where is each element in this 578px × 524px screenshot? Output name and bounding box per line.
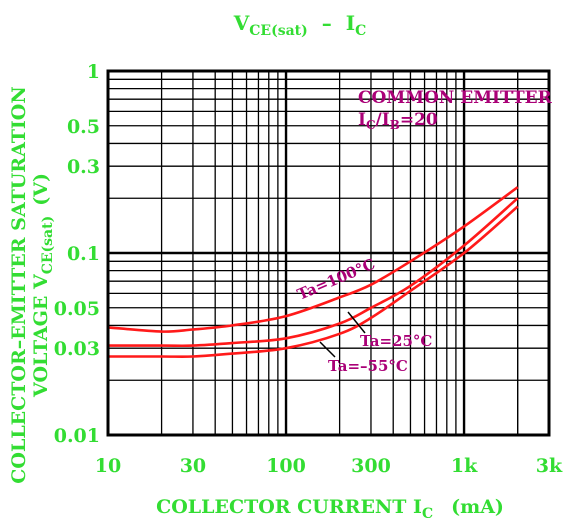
plot-frame	[106, 69, 551, 437]
y-tick-label: 0.3	[67, 156, 100, 178]
y-tick-label: 0.5	[67, 116, 100, 138]
grid-lines	[106, 70, 550, 436]
y-axis-title: COLLECTOR–EMITTER SATURATION VOLTAGE VCE…	[8, 86, 56, 483]
y-tick-label: 0.03	[54, 338, 100, 360]
label-ta-25: Ta=25°C	[360, 332, 432, 350]
curve-series-2	[108, 205, 519, 359]
y-axis-title-line2: VOLTAGE VCE(sat)(V)	[30, 173, 56, 398]
x-tick-label: 3k	[536, 455, 563, 477]
y-tick-label: 1	[87, 61, 100, 83]
curve-series-0	[107, 186, 519, 333]
x-tick-label: 300	[351, 455, 391, 477]
chart-title: VCE(sat) – IC	[233, 11, 367, 39]
label-ta-100: Ta=100°C	[295, 255, 378, 304]
y-tick-label: 0.01	[54, 425, 100, 447]
x-tick-label: 30	[180, 455, 206, 477]
x-tick-label: 10	[95, 455, 121, 477]
x-tick-label: 1k	[451, 455, 478, 477]
tick-labels: 10 30 100 300 1k 3k 1 0.5 0.3 0.1 0.05 0.03 0.01	[54, 61, 563, 477]
y-tick-label: 0.1	[67, 243, 100, 265]
label-ta-minus55: Ta=–55°C	[328, 357, 408, 375]
y-axis-title-line1: COLLECTOR–EMITTER SATURATION	[8, 86, 30, 483]
annotation-common-emitter: COMMON EMITTER	[358, 88, 553, 108]
curve-series-1	[107, 197, 519, 348]
x-tick-label: 100	[266, 455, 306, 477]
leader-ta-minus55	[319, 341, 336, 358]
x-axis-title: COLLECTOR CURRENT IC (mA)	[156, 496, 504, 522]
y-tick-label: 0.05	[54, 298, 100, 320]
curves	[107, 186, 519, 359]
annotation-ic-ib-ratio: IC/IB=20	[358, 110, 438, 132]
leader-ta-25	[347, 311, 366, 334]
